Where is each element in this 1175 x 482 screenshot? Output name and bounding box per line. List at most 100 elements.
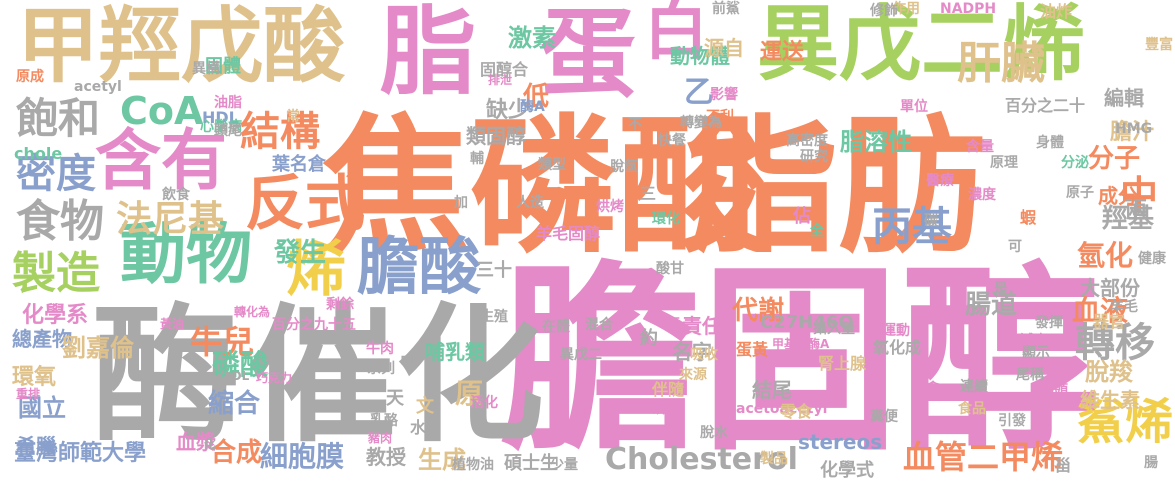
- cloud-word: 可: [1008, 239, 1022, 255]
- cloud-word: 甲: [400, 355, 414, 371]
- cloud-word: 食物: [16, 196, 104, 247]
- cloud-word: 全: [810, 223, 824, 239]
- cloud-word: 文: [416, 396, 434, 417]
- cloud-word: 血管二甲烯: [903, 438, 1064, 476]
- cloud-word: 常: [286, 109, 300, 125]
- cloud-word: 氧化成: [873, 338, 922, 357]
- cloud-word: 不利: [706, 109, 734, 125]
- cloud-word: 鯊烯: [1076, 394, 1173, 450]
- cloud-word: 化學式: [820, 460, 874, 481]
- cloud-word: 水: [410, 418, 427, 437]
- cloud-word: NADPH: [940, 1, 997, 17]
- cloud-word: 百分之九十五: [272, 317, 356, 333]
- cloud-word: 前鯊: [712, 1, 740, 17]
- cloud-word: 快餐: [658, 133, 686, 149]
- cloud-word: 血液: [1072, 294, 1129, 327]
- cloud-word: 油炸: [1040, 2, 1073, 21]
- cloud-word: LDL: [224, 369, 250, 383]
- cloud-word: 轉移: [1075, 320, 1155, 366]
- cloud-word: 含量: [966, 139, 994, 155]
- cloud-word: 在體: [542, 319, 570, 335]
- cloud-word: 原子: [1066, 185, 1094, 201]
- cloud-word: 含有: [95, 122, 227, 199]
- cloud-word: 不: [628, 117, 642, 133]
- cloud-word: stereos: [798, 430, 883, 454]
- cloud-word: 酶: [92, 290, 240, 462]
- cloud-word: 羊毛: [1110, 299, 1138, 315]
- cloud-word: 豬肉: [368, 431, 393, 445]
- cloud-word: 蝦: [1020, 208, 1037, 227]
- cloud-word: 丙基: [872, 204, 952, 250]
- cloud-word: 甲羥戊酸: [17, 0, 346, 94]
- cloud-word: 引發: [998, 413, 1026, 429]
- cloud-word: acetyl: [74, 79, 122, 95]
- cloud-word: 零食: [780, 402, 813, 421]
- cloud-word: 腎上腺: [818, 354, 867, 373]
- cloud-word: 合成: [210, 438, 263, 468]
- cloud-word: 蛋黃: [736, 340, 769, 359]
- cloud-word: 糞便: [870, 409, 898, 425]
- cloud-word: 豐富: [1145, 37, 1173, 53]
- cloud-word: 白: [644, 0, 708, 69]
- cloud-word: 異戊二烯: [757, 0, 1086, 92]
- cloud-word: 大部份: [1080, 276, 1140, 300]
- cloud-word: 高密度: [786, 133, 828, 149]
- cloud-word: 牛肉: [366, 341, 394, 357]
- cloud-word: 脂肪: [690, 101, 986, 273]
- cloud-word: 名字: [672, 340, 712, 364]
- cloud-word: HMG: [1115, 121, 1153, 137]
- cloud-word: 系列: [367, 361, 395, 377]
- cloud-word: 肝臟: [957, 38, 1045, 89]
- cloud-word: 輔: [470, 151, 484, 167]
- cloud-word: 烘烤: [596, 199, 624, 215]
- cloud-word: 牛兒: [190, 323, 255, 361]
- cloud-word: 加: [454, 195, 468, 211]
- cloud-word: 國立: [18, 394, 66, 422]
- cloud-word: 類型: [538, 157, 566, 173]
- cloud-word: 磷脂: [652, 401, 680, 417]
- cloud-word: 氫化: [1077, 239, 1134, 272]
- cloud-word: 分泌: [1061, 155, 1089, 171]
- cloud-word: 動物: [120, 216, 252, 293]
- cloud-word: 家禽: [912, 381, 940, 397]
- cloud-word: 化學系: [22, 303, 89, 328]
- cloud-word: 飲食: [162, 187, 190, 203]
- cloud-word: 酶A: [520, 99, 545, 115]
- cloud-word: 低: [523, 82, 550, 112]
- cloud-word: 類固醇: [466, 124, 526, 148]
- cloud-word: chole: [14, 144, 63, 163]
- cloud-word: 減少: [1020, 333, 1048, 349]
- cloud-word: 源自: [704, 36, 744, 60]
- cloud-word: 製品: [760, 451, 788, 467]
- cloud-word: 飽和: [16, 94, 101, 143]
- cloud-word: 成分: [1098, 184, 1138, 208]
- cloud-word: 兩: [1125, 198, 1148, 223]
- cloud-word: 結構: [240, 109, 320, 155]
- cloud-word: 總產物: [12, 327, 72, 351]
- cloud-word: 乳酪: [370, 413, 398, 429]
- cloud-word: 巧克力: [256, 371, 293, 385]
- cloud-word: 發生: [274, 238, 327, 268]
- cloud-word: 中風: [1042, 307, 1070, 323]
- cloud-word: 焦磷酸: [322, 101, 766, 273]
- cloud-word: 缺少: [486, 98, 531, 123]
- cloud-word: 酸甘: [656, 261, 684, 277]
- cloud-word: 連續: [960, 379, 988, 395]
- cloud-word: 尾稱: [1016, 367, 1044, 383]
- cloud-word: 異戊二: [560, 347, 602, 363]
- cloud-word: 黃油: [160, 317, 185, 331]
- cloud-word: 劉嘉倫: [62, 334, 134, 362]
- cloud-word: 生成: [418, 446, 466, 474]
- cloud-word: 植物油: [452, 457, 494, 473]
- cloud-word: 轉變為: [680, 115, 722, 131]
- cloud-word: 縮合: [208, 389, 261, 419]
- cloud-word: 腸: [1144, 455, 1158, 471]
- cloud-word: acetoacetyl: [736, 401, 828, 417]
- cloud-word: 天: [386, 388, 404, 409]
- cloud-word: 維生素: [1080, 388, 1140, 412]
- cloud-word: 脂溶性: [840, 128, 912, 156]
- cloud-word: 身體: [1036, 135, 1064, 151]
- cloud-word: 責任: [682, 314, 722, 338]
- cloud-word: 羊毛固醇: [536, 224, 601, 243]
